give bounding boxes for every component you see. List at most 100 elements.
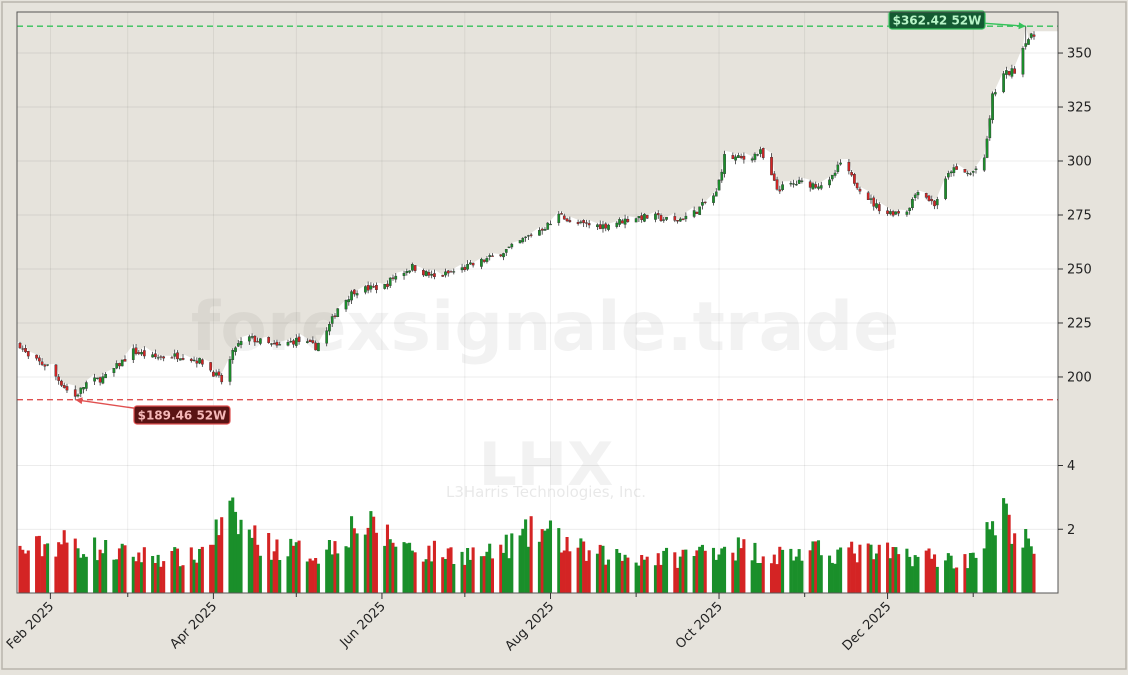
- candle: [214, 369, 218, 378]
- volume-bar: [112, 559, 116, 593]
- candle: [200, 358, 204, 367]
- candle-body: [723, 154, 726, 174]
- volume-bar: [65, 542, 69, 593]
- candle: [703, 201, 707, 205]
- volume-bar: [991, 521, 995, 593]
- volume-bar: [916, 556, 920, 593]
- volume-bar: [291, 545, 296, 593]
- volume-bar: [23, 553, 28, 593]
- candle-body: [151, 354, 154, 358]
- candle: [905, 210, 909, 217]
- candle-body: [560, 213, 563, 215]
- candle: [46, 364, 49, 367]
- candle: [1024, 26, 1028, 50]
- volume-bar: [1007, 514, 1011, 593]
- candle-body: [897, 211, 900, 214]
- candle: [54, 364, 58, 381]
- candle-body: [814, 184, 818, 188]
- volume-bar: [1004, 503, 1008, 593]
- candle-body: [888, 211, 892, 215]
- candle: [433, 269, 436, 280]
- volume-bar: [908, 556, 912, 593]
- candle-body: [375, 285, 378, 290]
- volume-bar: [402, 542, 406, 593]
- volume-bar: [676, 567, 680, 593]
- volume-bar: [43, 544, 47, 593]
- volume-bar: [463, 564, 467, 593]
- volume-bar: [173, 547, 177, 593]
- candle-body: [488, 255, 492, 257]
- candle-body: [330, 316, 334, 324]
- candle: [855, 182, 859, 190]
- candle: [576, 219, 580, 226]
- volume-bar: [814, 541, 818, 593]
- candle-body: [579, 221, 583, 223]
- volume-bar: [37, 535, 41, 593]
- candle-body: [623, 218, 627, 225]
- candle: [916, 190, 920, 200]
- volume-bar: [905, 548, 909, 593]
- candle: [789, 181, 793, 187]
- candle-body: [449, 271, 453, 273]
- candle-body: [933, 200, 936, 207]
- volume-bar: [678, 556, 682, 593]
- candle-body: [104, 374, 107, 379]
- candle-body: [676, 219, 679, 222]
- candle-body: [698, 206, 702, 215]
- volume-bar: [968, 553, 972, 593]
- volume-bar: [468, 559, 472, 593]
- candle-body: [695, 211, 699, 214]
- volume-bar: [198, 549, 202, 593]
- volume-bar: [659, 564, 663, 593]
- price-tick-label: 275: [1067, 209, 1092, 224]
- volume-bar: [26, 550, 30, 593]
- candle: [402, 270, 406, 280]
- candle: [800, 177, 804, 184]
- volume-bar: [162, 561, 166, 593]
- candle-body: [388, 277, 392, 286]
- volume-bar: [974, 557, 978, 593]
- candle: [21, 345, 25, 352]
- candle-body: [314, 342, 317, 351]
- candle: [971, 170, 975, 177]
- candle: [297, 333, 301, 345]
- candle: [877, 202, 881, 215]
- volume-bar: [681, 549, 685, 593]
- volume-bar: [1024, 529, 1028, 593]
- volume-bar: [228, 500, 232, 593]
- candle-body: [278, 344, 282, 346]
- volume-bars: [18, 497, 1036, 593]
- volume-bar: [507, 558, 511, 593]
- volume-bar: [272, 551, 276, 593]
- volume-bar: [692, 556, 696, 593]
- candle: [364, 285, 367, 295]
- candle: [247, 334, 251, 345]
- candle: [568, 216, 572, 223]
- volume-bar: [888, 558, 892, 593]
- volume-bar: [872, 559, 876, 593]
- volume-bar: [529, 516, 533, 593]
- candle-body: [115, 363, 119, 369]
- candle: [778, 185, 782, 194]
- candle-body: [154, 353, 157, 358]
- candle-body: [911, 198, 914, 208]
- candle-body: [137, 352, 141, 354]
- candle-body: [858, 188, 862, 192]
- candle-body: [645, 214, 649, 219]
- candle-body: [433, 273, 436, 277]
- volume-bar: [46, 543, 50, 593]
- candle: [643, 213, 646, 223]
- volume-bar: [640, 555, 644, 593]
- volume-tick-label: 4: [1067, 459, 1075, 474]
- candle: [82, 387, 85, 394]
- candle-body: [54, 364, 58, 377]
- candle-body: [853, 173, 856, 184]
- volume-bar: [123, 545, 127, 593]
- candle-body: [504, 248, 508, 253]
- candle-body: [220, 375, 224, 383]
- candle: [955, 163, 958, 170]
- candle: [698, 206, 702, 215]
- candle: [1021, 46, 1025, 78]
- candle: [355, 290, 359, 299]
- candle-body: [781, 184, 784, 191]
